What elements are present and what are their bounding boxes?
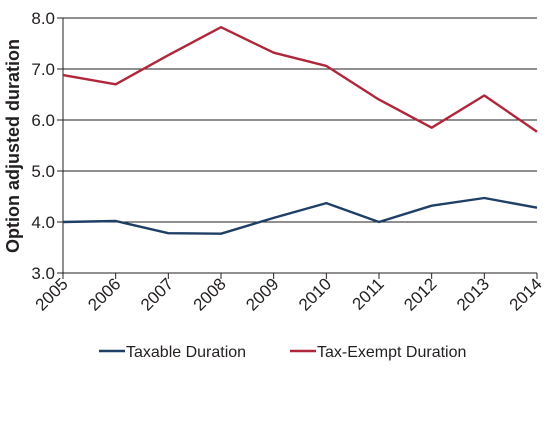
x-tick-label: 2007	[137, 274, 177, 314]
y-tick-label: 5.0	[31, 162, 55, 181]
gridlines	[63, 17, 537, 274]
y-tick-label: 8.0	[31, 9, 55, 28]
x-tick-labels: 2005 2006 2007 2008 2009 2010 2011 2012 2013 2014	[32, 274, 546, 314]
legend: Taxable Duration Tax-Exempt Duration	[99, 344, 466, 361]
series-line-1	[62, 196, 538, 235]
y-tick-label: 6.0	[31, 111, 55, 130]
x-tick-label: 2008	[190, 274, 230, 314]
series-lines	[62, 26, 538, 235]
y-tick-label: 7.0	[31, 60, 55, 79]
x-tick-label: 2013	[453, 274, 493, 314]
y-tick-labels: 3.0 4.0 5.0 6.0 7.0 8.0	[31, 9, 55, 283]
legend-label: Tax-Exempt Duration	[317, 344, 466, 361]
y-tick-label: 4.0	[31, 213, 55, 232]
y-axis-label: Option adjusted duration	[3, 39, 23, 253]
x-tick-label: 2009	[242, 274, 282, 314]
x-tick-label: 2012	[400, 274, 440, 314]
axes	[57, 17, 538, 279]
series-line-2	[62, 26, 538, 133]
x-tick-label: 2014	[506, 274, 546, 314]
y-tick-label: 3.0	[31, 264, 55, 283]
x-tick-label: 2006	[84, 274, 124, 314]
x-tick-label: 2010	[295, 274, 335, 314]
x-tick-label: 2011	[349, 274, 388, 313]
legend-label: Taxable Duration	[126, 344, 246, 361]
